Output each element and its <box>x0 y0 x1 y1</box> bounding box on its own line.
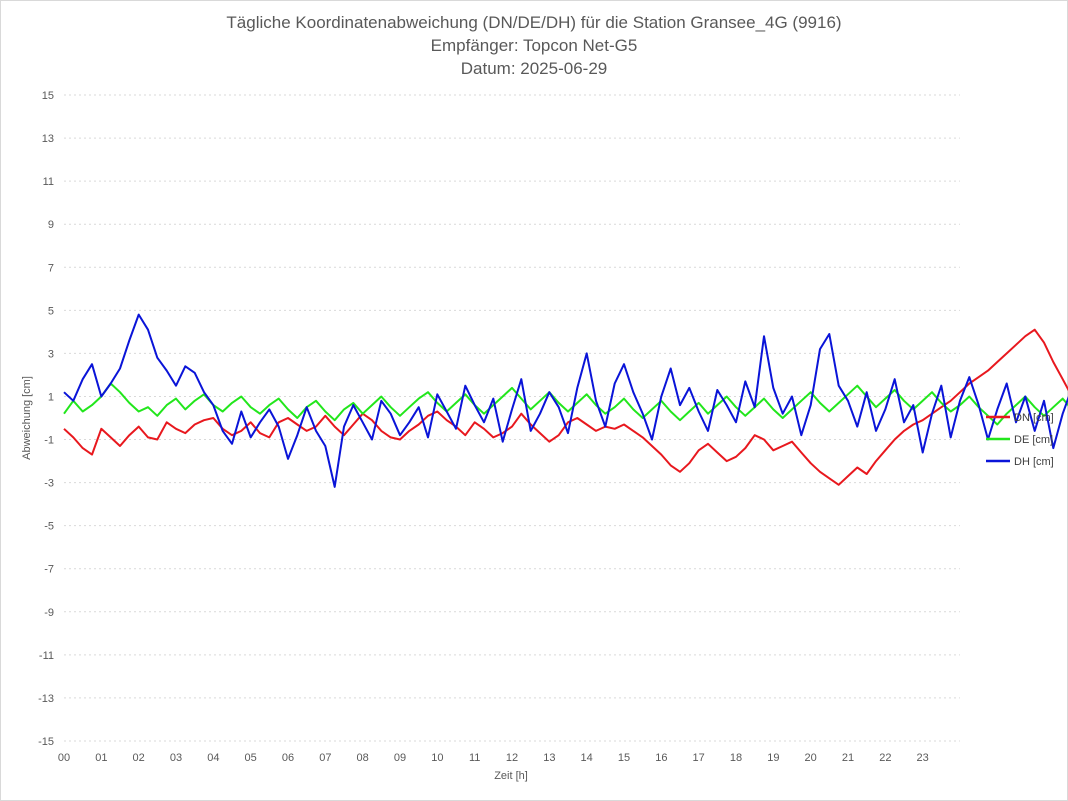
y-tick-label: 1 <box>48 391 54 403</box>
y-tick-label: -3 <box>44 478 54 490</box>
y-tick-label: 7 <box>48 262 54 274</box>
legend: DN [cm] DE [cm] DH [cm] <box>986 412 1054 468</box>
x-tick-label: 06 <box>282 752 294 764</box>
x-tick-label: 16 <box>655 752 667 764</box>
y-tick-label: -11 <box>39 650 54 662</box>
x-tick-label: 21 <box>842 752 854 764</box>
chart-title-line-3: Datum: 2025-06-29 <box>461 59 607 78</box>
x-tick-label: 19 <box>767 752 779 764</box>
x-tick-label: 17 <box>693 752 705 764</box>
y-tick-labels: 15 13 11 9 7 5 3 1 -1 -3 -5 -7 -9 -11 -13 -15 <box>38 90 54 748</box>
y-axis-label: Abweichung [cm] <box>21 376 33 460</box>
y-tick-label: 3 <box>48 348 54 360</box>
y-tick-label: 11 <box>43 176 54 188</box>
y-tick-label: -15 <box>38 736 54 748</box>
legend-label: DN [cm] <box>1014 412 1054 424</box>
plot-series <box>63 313 1068 488</box>
x-tick-label: 11 <box>469 752 480 764</box>
x-tick-label: 23 <box>917 752 929 764</box>
x-tick-label: 02 <box>133 752 145 764</box>
y-tick-label: -1 <box>44 435 54 447</box>
x-tick-label: 15 <box>618 752 630 764</box>
y-tick-label: 13 <box>42 133 54 145</box>
x-tick-label: 00 <box>58 752 70 764</box>
x-tick-label: 13 <box>543 752 555 764</box>
x-tick-label: 03 <box>170 752 182 764</box>
x-tick-label: 14 <box>581 752 593 764</box>
chart-title: Tägliche Koordinatenabweichung (DN/DE/DH… <box>226 13 841 78</box>
chart-title-line-2: Empfänger: Topcon Net-G5 <box>431 36 638 55</box>
legend-label: DH [cm] <box>1014 456 1054 468</box>
x-tick-label: 01 <box>95 752 107 764</box>
chart-title-line-1: Tägliche Koordinatenabweichung (DN/DE/DH… <box>226 13 841 32</box>
x-tick-label: 22 <box>879 752 891 764</box>
y-tick-label: -9 <box>44 607 54 619</box>
series-line-de <box>63 382 1068 426</box>
y-tick-label: -7 <box>44 564 54 576</box>
y-tick-label: -5 <box>44 521 54 533</box>
x-tick-label: 12 <box>506 752 518 764</box>
x-tick-label: 09 <box>394 752 406 764</box>
x-tick-label: 20 <box>805 752 817 764</box>
x-tick-label: 18 <box>730 752 742 764</box>
y-tick-label: 15 <box>42 90 54 102</box>
x-tick-label: 08 <box>357 752 369 764</box>
grid-lines <box>64 94 960 742</box>
x-axis-label: Zeit [h] <box>494 770 528 782</box>
x-tick-label: 04 <box>207 752 219 764</box>
legend-label: DE [cm] <box>1014 434 1053 446</box>
x-tick-label: 10 <box>431 752 443 764</box>
y-tick-label: -13 <box>38 693 54 705</box>
x-tick-label: 05 <box>245 752 257 764</box>
y-tick-label: 9 <box>48 219 54 231</box>
x-tick-labels: 00 01 02 03 04 05 06 07 08 09 10 11 12 13 14 15 16 17 18 19… <box>58 752 929 764</box>
series-line-dh <box>63 313 1068 488</box>
x-tick-label: 07 <box>319 752 331 764</box>
y-tick-label: 5 <box>48 305 54 317</box>
series-line-dn <box>63 328 1068 486</box>
